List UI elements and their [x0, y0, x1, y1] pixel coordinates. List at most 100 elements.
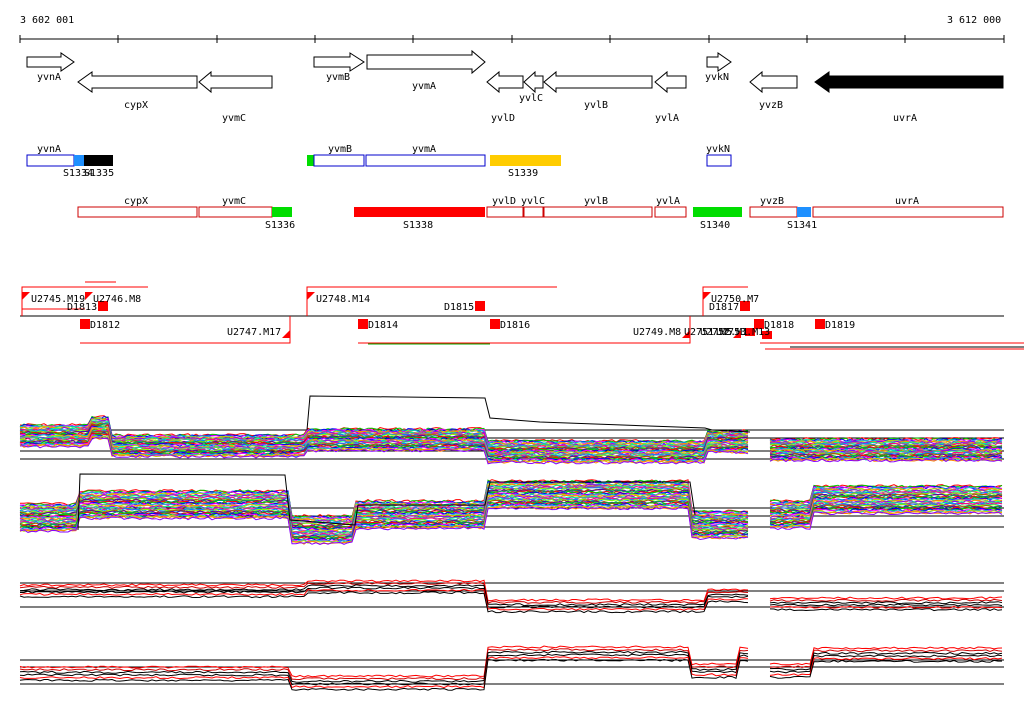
expression-profile-line: [769, 484, 1003, 503]
segment-S1338[interactable]: [354, 207, 485, 217]
downshift-D1818[interactable]: D1818: [764, 320, 794, 331]
gene-label-yvzB: yvzB: [759, 100, 783, 111]
gene-label-yvmA: yvmA: [412, 81, 436, 92]
gene-arrow-yvlB[interactable]: [543, 70, 653, 94]
downshift-box-D1819[interactable]: [815, 319, 825, 329]
fwd-label-yvnA: yvnA: [37, 144, 61, 155]
segment-label-S1340: S1340: [700, 220, 730, 231]
segment-S1339[interactable]: [490, 155, 561, 166]
expression-profile-line: [19, 436, 749, 465]
gene-label-yvlA: yvlA: [655, 113, 679, 124]
expression-profile-line: [769, 510, 1003, 529]
segment-S1335[interactable]: [84, 155, 113, 166]
gene-arrow-yvmC[interactable]: [198, 70, 273, 94]
segment-S1336[interactable]: [272, 207, 292, 217]
max-profile-line: [306, 395, 751, 433]
downshift-D1813[interactable]: D1813: [67, 302, 97, 313]
downshift-box-D1818[interactable]: [754, 319, 764, 329]
gene-arrow-yvzB[interactable]: [749, 70, 798, 94]
gene-arrow-yvmA[interactable]: [366, 49, 486, 75]
upshift-U2749[interactable]: U2749.M8: [633, 327, 681, 338]
rev-gene-yvlA[interactable]: [654, 206, 687, 218]
expression-profile-line: [769, 490, 1002, 509]
gene-arrow-yvlD[interactable]: [486, 70, 524, 94]
segment-S1334[interactable]: [74, 155, 84, 166]
fwd-gene-yvnA[interactable]: [26, 154, 75, 167]
gene-label-yvmB: yvmB: [326, 72, 350, 83]
expression-profile-line: [19, 648, 749, 681]
rev-gene-yvzB[interactable]: [749, 206, 798, 218]
gene-label-yvlB: yvlB: [584, 100, 608, 111]
rev-label-yvmC: yvmC: [222, 196, 246, 207]
segment-S1341[interactable]: [797, 207, 811, 217]
expression-profile-line: [769, 603, 1003, 607]
rev-gene-yvlB[interactable]: [543, 206, 653, 218]
upshift-U2751[interactable]: U2751.M5: [684, 327, 732, 338]
expression-profile-line: [20, 479, 749, 518]
gene-arrow-cypX[interactable]: [77, 71, 198, 93]
downshift-D1816[interactable]: D1816: [500, 320, 530, 331]
expression-profile-line: [19, 591, 749, 614]
gene-label-yvlC: yvlC: [519, 93, 543, 104]
downshift-box-D1813[interactable]: [98, 301, 108, 311]
segment-S1340[interactable]: [693, 207, 742, 217]
expression-profile-line: [19, 653, 749, 686]
rev-gene-yvlC[interactable]: [523, 206, 544, 218]
rev-gene-cypX[interactable]: [77, 206, 198, 218]
rev-label-yvzB: yvzB: [760, 196, 784, 207]
expression-profile-line: [769, 608, 1003, 612]
expression-profile-line: [769, 605, 1003, 609]
expression-profile-line: [19, 424, 749, 452]
gene-label-yvmC: yvmC: [222, 113, 246, 124]
gene-arrow-yvlC[interactable]: [523, 70, 544, 94]
expression-profile-line: [19, 436, 749, 464]
fwd-green-mark: [307, 155, 314, 166]
downshift-box-D1817[interactable]: [740, 301, 750, 311]
expression-panel-forward-conditions: [19, 395, 1004, 465]
upshift-U2747[interactable]: U2747.M17: [227, 327, 281, 338]
expression-profile-line: [770, 496, 1003, 516]
segment-label-S1334: S1334: [63, 168, 93, 179]
max-profile-line: [77, 473, 696, 531]
upshift-U2745[interactable]: U2745.M19: [31, 294, 85, 305]
gene-arrow-uvrA[interactable]: [814, 71, 1004, 93]
expression-panel-reverse-summary: [19, 645, 1004, 691]
rev-gene-yvlD[interactable]: [486, 206, 524, 218]
gene-arrow-yvnA[interactable]: [26, 52, 75, 72]
downshift-box-D1814[interactable]: [358, 319, 368, 329]
upshift-U2748[interactable]: U2748.M14: [316, 294, 370, 305]
upshift-U2750[interactable]: U2750.M7: [711, 294, 759, 305]
downshift-D1815[interactable]: D1815: [444, 302, 474, 313]
upshift-U2746[interactable]: U2746.M8: [93, 294, 141, 305]
expression-profile-line: [19, 423, 749, 452]
expression-profile-line: [19, 588, 749, 611]
gene-arrow-yvkN[interactable]: [706, 52, 732, 72]
segment-label-S1338: S1338: [403, 220, 433, 231]
segment-label-S1341: S1341: [787, 220, 817, 231]
fwd-gene-yvkN[interactable]: [706, 154, 732, 167]
expression-profile-line: [19, 480, 749, 520]
rev-gene-yvmC[interactable]: [198, 206, 273, 218]
downshift-D1814[interactable]: D1814: [368, 320, 398, 331]
expression-profile-line: [19, 505, 749, 545]
downshift-D1812[interactable]: D1812: [90, 320, 120, 331]
gene-arrow-yvmB[interactable]: [313, 52, 365, 72]
downshift-D1819[interactable]: D1819: [825, 320, 855, 331]
fwd-label-yvmA: yvmA: [412, 144, 436, 155]
downshift-box-D1812[interactable]: [80, 319, 90, 329]
segment-label-S1339: S1339: [508, 168, 538, 179]
fwd-gene-yvmB[interactable]: [313, 154, 365, 167]
downshift-D1817[interactable]: D1817: [709, 302, 739, 313]
downshift-box-D1815[interactable]: [475, 301, 485, 311]
expression-profile-line: [19, 497, 749, 537]
shift-track: U2745.M19 U2746.M8 U2748.M14 U2750.M7 U2…: [20, 281, 1024, 350]
downshift-box-D1816[interactable]: [490, 319, 500, 329]
fwd-label-yvmB: yvmB: [328, 144, 352, 155]
segment-label-S1336: S1336: [265, 220, 295, 231]
gene-arrow-yvlA[interactable]: [654, 70, 687, 94]
fwd-gene-yvmA[interactable]: [365, 154, 486, 167]
upshift-U2752[interactable]: U2752.M1: [700, 327, 748, 338]
upshift-U2753[interactable]: U2753.M13: [716, 327, 770, 338]
rev-gene-uvrA[interactable]: [812, 206, 1004, 218]
